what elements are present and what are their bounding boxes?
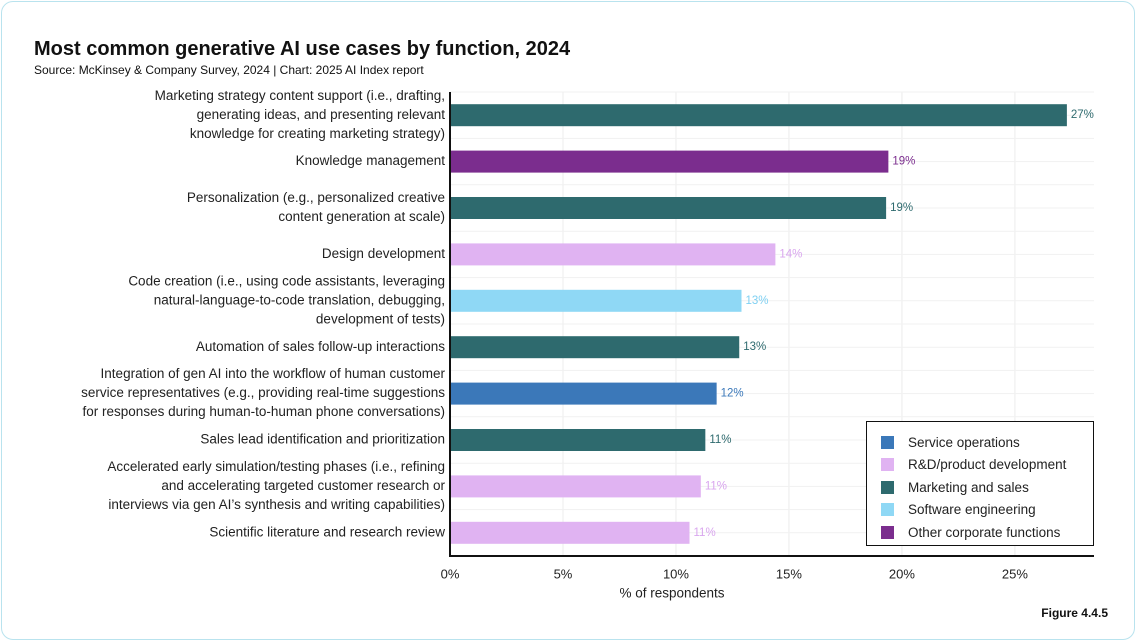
legend-swatch <box>881 435 894 449</box>
data-label: 13% <box>745 295 768 307</box>
legend-label: Other corporate functions <box>908 524 1061 540</box>
category-label: and accelerating targeted customer resea… <box>161 478 445 493</box>
category-label: development of tests) <box>316 311 445 326</box>
x-tick-label: 15% <box>776 566 802 581</box>
bar <box>450 289 742 312</box>
category-label: Accelerated early simulation/testing pha… <box>107 459 445 474</box>
bar <box>450 197 887 219</box>
data-label: 19% <box>892 156 915 168</box>
legend-item: Software engineering <box>881 499 1093 522</box>
bar <box>450 336 740 359</box>
legend-item: Service operations <box>881 431 1093 454</box>
bar <box>450 382 717 405</box>
legend: Service operations R&D/product developmen… <box>866 421 1094 546</box>
bar <box>450 475 701 498</box>
data-label: 13% <box>743 341 766 353</box>
category-label: content generation at scale) <box>278 209 445 224</box>
category-label: interviews via gen AI’s synthesis and wr… <box>108 497 445 512</box>
legend-swatch <box>881 458 894 472</box>
category-label: Personalization (e.g., personalized crea… <box>187 190 445 205</box>
bar <box>450 429 706 451</box>
chart-title: Most common generative AI use cases by f… <box>34 38 571 60</box>
category-label: Scientific literature and research revie… <box>209 524 445 539</box>
category-label: Design development <box>322 246 445 261</box>
category-label: Integration of gen AI into the workflow … <box>101 366 446 381</box>
x-tick-label: 25% <box>1002 566 1028 581</box>
category-label: knowledge for creating marketing strateg… <box>190 126 445 141</box>
data-label: 11% <box>705 480 727 492</box>
category-label: Sales lead identification and prioritiza… <box>200 432 445 447</box>
chart-source: Source: McKinsey & Company Survey, 2024 … <box>34 63 424 77</box>
legend-item: Marketing and sales <box>881 476 1093 499</box>
category-label: for responses during human-to-human phon… <box>83 404 445 419</box>
category-label: Knowledge management <box>296 153 446 168</box>
bar <box>450 104 1067 127</box>
x-axis-title: % of respondents <box>619 586 724 601</box>
legend-swatch <box>881 503 894 517</box>
axes <box>449 92 1094 557</box>
legend-label: Software engineering <box>908 502 1036 518</box>
category-label: Code creation (i.e., using code assistan… <box>128 273 445 288</box>
data-label: 11% <box>709 434 731 446</box>
category-label: natural-language-to-code translation, de… <box>154 292 445 307</box>
value-labels: 27% 19% 19% 14% 13% 13% 12% 11% 11% 11% <box>694 109 1094 539</box>
data-label: 19% <box>890 202 913 214</box>
x-tick-label: 10% <box>663 566 689 581</box>
legend-swatch <box>881 525 894 539</box>
bar <box>450 243 776 266</box>
legend-label: R&D/product development <box>908 457 1067 473</box>
data-label: 12% <box>721 388 744 400</box>
category-label: Automation of sales follow-up interactio… <box>196 339 445 354</box>
x-tick-label: 5% <box>554 566 573 581</box>
x-tick-label: 20% <box>889 566 915 581</box>
bars <box>450 104 1067 544</box>
legend-label: Marketing and sales <box>908 479 1029 495</box>
legend-swatch <box>881 480 894 494</box>
bar <box>450 521 690 544</box>
category-labels: Marketing strategy content support (i.e.… <box>81 88 445 540</box>
legend-item: R&D/product development <box>881 454 1093 477</box>
figure-label: Figure 4.4.5 <box>1041 606 1108 620</box>
category-label: generating ideas, and presenting relevan… <box>197 107 446 122</box>
x-tick-label: 0% <box>441 566 460 581</box>
data-label: 27% <box>1071 109 1094 121</box>
legend-label: Service operations <box>908 434 1020 450</box>
x-tick-labels: 0% 5% 10% 15% 20% 25% <box>441 566 1029 581</box>
bar <box>450 150 889 173</box>
category-label: service representatives (e.g., providing… <box>81 385 445 400</box>
data-label: 11% <box>694 527 716 539</box>
category-label: Marketing strategy content support (i.e.… <box>155 88 445 103</box>
data-label: 14% <box>779 248 802 260</box>
legend-item: Other corporate functions <box>881 521 1093 544</box>
